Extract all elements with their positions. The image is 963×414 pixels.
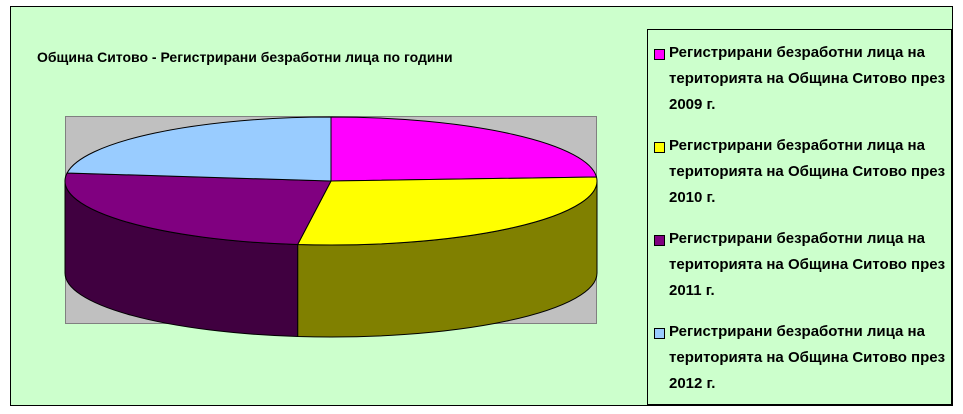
legend-label-2009: Регистрирани безработни лица на територи… [669, 44, 946, 113]
pie-slice-2 [64, 172, 332, 246]
legend-swatch-2012 [654, 328, 665, 339]
pie-slice-1 [296, 176, 598, 246]
legend-swatch-2009 [654, 49, 665, 60]
legend-label-2011: Регистрирани безработни лица на територи… [669, 230, 946, 299]
chart-title: Община Ситово - Регистрирани безработни … [37, 49, 453, 65]
pie-slice-0 [330, 116, 598, 182]
chart-area: Община Ситово - Регистрирани безработни … [10, 6, 953, 406]
legend: Регистрирани безработни лица на територи… [647, 29, 952, 405]
pie-slice-3 [66, 116, 332, 182]
legend-label-2012: Регистрирани безработни лица на територи… [669, 323, 946, 392]
legend-label-2010: Регистрирани безработни лица на територи… [669, 137, 946, 206]
legend-swatch-2010 [654, 142, 665, 153]
legend-swatch-2011 [654, 235, 665, 246]
